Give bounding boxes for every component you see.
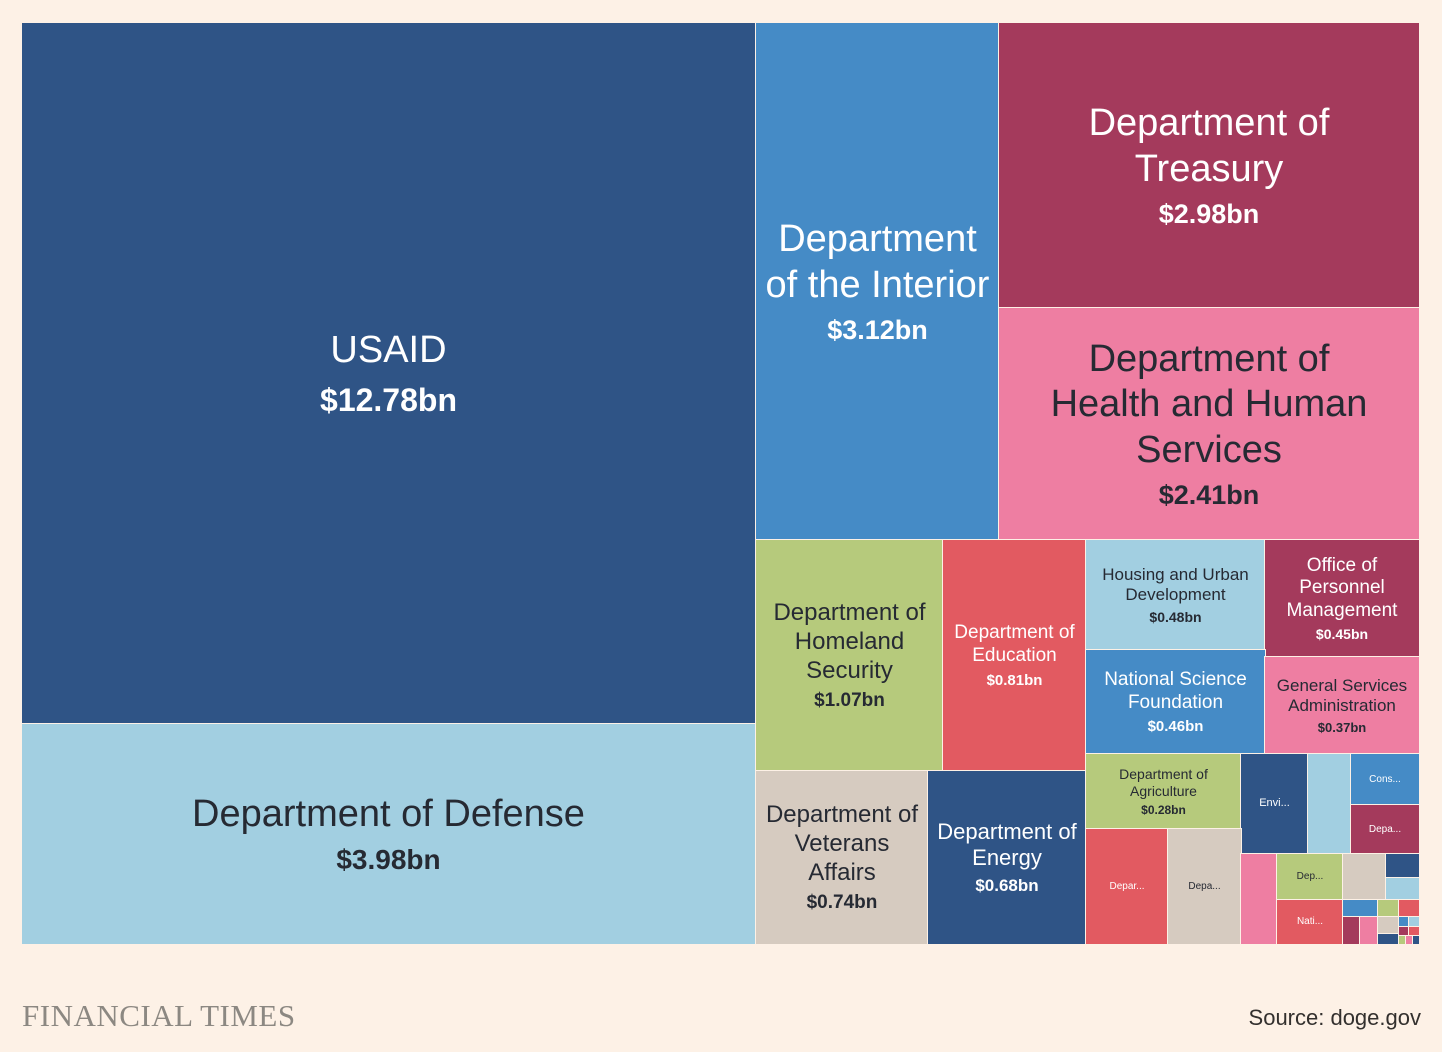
- tile-label: Housing and Urban Development: [1102, 564, 1249, 605]
- treemap-tile[interactable]: Department of Agriculture $0.28bn: [1085, 753, 1242, 830]
- tile-label: National Science Foundation: [1104, 668, 1247, 713]
- treemap-tile[interactable]: Department of Education $0.81bn: [942, 539, 1087, 772]
- tile-label: Depa...: [1368, 823, 1402, 835]
- treemap-tile[interactable]: [1307, 753, 1352, 855]
- treemap-tile[interactable]: Department of Veterans Affairs $0.74bn: [755, 770, 929, 945]
- treemap-tile[interactable]: USAID $12.78bn: [21, 22, 756, 725]
- treemap-tile-small[interactable]: [1398, 926, 1410, 937]
- tile-label: Depar...: [1109, 880, 1145, 892]
- treemap-tile[interactable]: Department of Defense $3.98bn: [21, 723, 756, 945]
- treemap-tile[interactable]: Department of Homeland Security $1.07bn: [755, 539, 944, 772]
- tile-label: Department of Agriculture: [1119, 766, 1208, 799]
- tile-label: Department of Education: [954, 622, 1075, 667]
- tile-value: $3.98bn: [336, 844, 441, 876]
- tile-value: $1.07bn: [814, 690, 885, 712]
- treemap-tile[interactable]: General Services Administration $0.37bn: [1264, 656, 1420, 755]
- treemap-tile-small[interactable]: [1359, 916, 1379, 945]
- treemap-tile-small[interactable]: [1377, 916, 1400, 935]
- tile-label: Envi...: [1259, 797, 1290, 810]
- treemap-tile[interactable]: Department of Health and Human Services $…: [998, 307, 1420, 541]
- treemap-tile-small[interactable]: [1398, 899, 1420, 918]
- treemap-tile-small[interactable]: [1377, 933, 1400, 945]
- treemap-tile[interactable]: [1342, 853, 1387, 901]
- tile-label: Department of Health and Human Services: [1050, 337, 1368, 471]
- tile-value: $3.12bn: [827, 314, 928, 345]
- tile-value: $0.37bn: [1317, 720, 1367, 736]
- tile-value: $12.78bn: [320, 381, 457, 418]
- tile-label: Department of Treasury: [1088, 102, 1330, 190]
- treemap-tile[interactable]: Dep...: [1276, 853, 1344, 901]
- treemap-tile[interactable]: Department of Treasury $2.98bn: [998, 22, 1420, 309]
- treemap-tile[interactable]: Depa...: [1350, 804, 1420, 855]
- tile-label: Department of the Interior: [765, 218, 990, 306]
- tile-label: Depa...: [1188, 880, 1221, 892]
- treemap-tile-small[interactable]: [1405, 935, 1414, 945]
- treemap-tile[interactable]: [1385, 853, 1420, 879]
- treemap-tile-small[interactable]: [1342, 916, 1361, 945]
- tile-label: General Services Administration: [1276, 675, 1408, 716]
- tile-value: $2.41bn: [1158, 480, 1260, 511]
- tile-label: USAID: [330, 329, 447, 372]
- treemap-tile-small[interactable]: [1412, 935, 1420, 945]
- treemap-tile[interactable]: National Science Foundation $0.46bn: [1085, 649, 1266, 755]
- treemap-tile[interactable]: [1240, 853, 1278, 945]
- tile-value: $0.74bn: [806, 892, 878, 914]
- treemap-tile[interactable]: Depar...: [1085, 828, 1169, 945]
- treemap-tile[interactable]: Nati...: [1276, 899, 1344, 945]
- tile-label: Dep...: [1296, 871, 1324, 882]
- tile-label: Office of Personnel Management: [1286, 554, 1398, 622]
- treemap-tile[interactable]: Cons...: [1350, 753, 1420, 806]
- tile-value: $0.68bn: [975, 876, 1039, 896]
- tile-label: Department of Defense: [192, 792, 585, 835]
- treemap-tile[interactable]: Department of the Interior $3.12bn: [755, 22, 1000, 541]
- treemap-tile-small[interactable]: [1342, 899, 1379, 918]
- tile-value: $0.48bn: [1149, 609, 1202, 626]
- tile-label: Department of Energy: [937, 818, 1077, 871]
- tile-label: Department of Homeland Security: [773, 598, 926, 684]
- tile-value: $0.46bn: [1147, 718, 1204, 736]
- treemap-tile-small[interactable]: [1408, 916, 1420, 928]
- treemap-tile[interactable]: Housing and Urban Development $0.48bn: [1085, 539, 1266, 651]
- treemap-tile-small[interactable]: [1398, 916, 1410, 928]
- tile-label: Cons...: [1369, 773, 1401, 785]
- tile-label: Department of Veterans Affairs: [765, 800, 919, 886]
- treemap-tile-small[interactable]: [1408, 926, 1420, 937]
- tile-value: $0.45bn: [1315, 626, 1369, 643]
- tile-label: Nati...: [1296, 916, 1324, 927]
- treemap-tile[interactable]: Office of Personnel Management $0.45bn: [1264, 539, 1420, 658]
- tile-value: $0.28bn: [1141, 802, 1186, 817]
- treemap-tile[interactable]: [1385, 877, 1420, 901]
- financial-times-logo: FINANCIAL TIMES: [22, 998, 296, 1033]
- treemap-tile[interactable]: Department of Energy $0.68bn: [927, 770, 1087, 945]
- treemap-tile-small[interactable]: [1398, 935, 1407, 945]
- source-note: Source: doge.gov: [1248, 1005, 1421, 1030]
- treemap-tile[interactable]: Envi...: [1240, 753, 1309, 855]
- tile-value: $2.98bn: [1158, 198, 1260, 229]
- treemap-tile-small[interactable]: [1377, 899, 1400, 918]
- tile-value: $0.81bn: [986, 671, 1043, 689]
- treemap-tile[interactable]: Depa...: [1167, 828, 1242, 945]
